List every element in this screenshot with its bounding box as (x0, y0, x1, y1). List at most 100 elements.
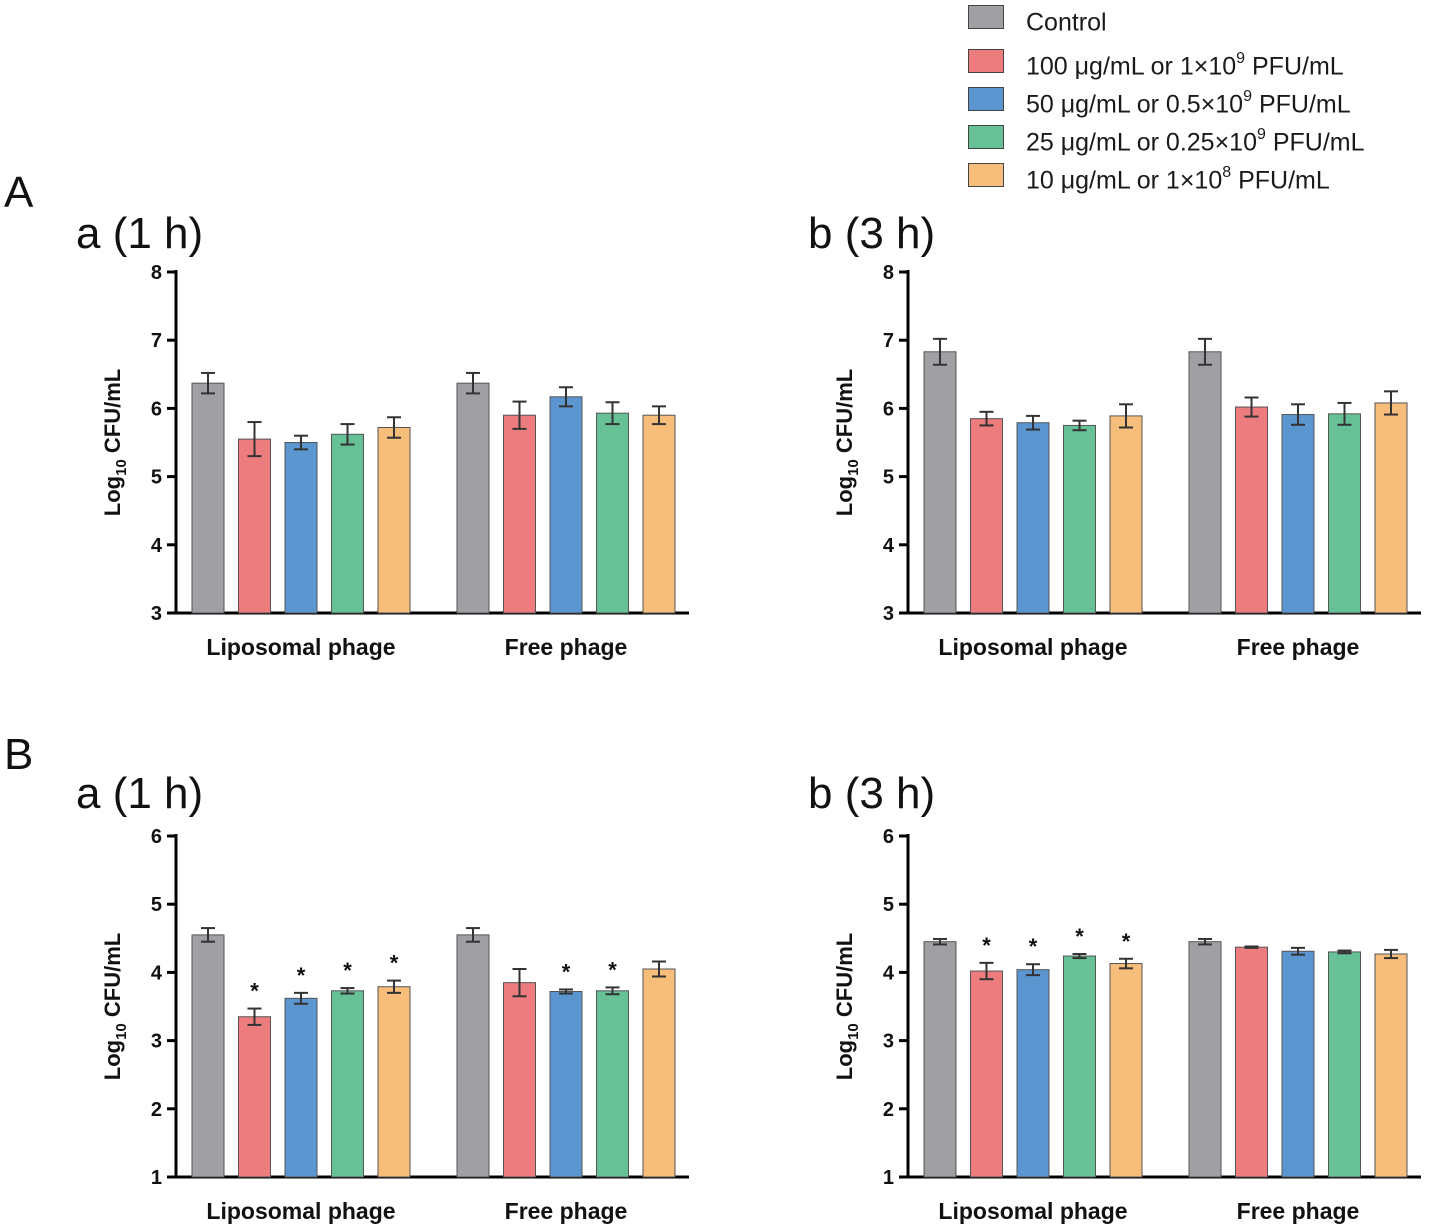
x-category-label: Liposomal phage (206, 1198, 395, 1224)
significance-marker: * (1029, 934, 1038, 959)
bar-free-phage-s2 (1281, 414, 1315, 614)
bar-free-phage-s1 (503, 982, 536, 1178)
y-tick-label: 5 (151, 467, 162, 489)
y-tick-label: 8 (883, 262, 894, 284)
y-tick-label: 4 (151, 962, 163, 984)
bar-liposomal-phage-s1 (238, 438, 271, 614)
y-tick-label: 3 (883, 603, 894, 625)
significance-marker: * (297, 963, 306, 988)
significance-marker: * (562, 959, 571, 984)
bar-free-phage-s2 (549, 990, 583, 1178)
bar-free-phage-s1 (503, 414, 536, 614)
y-tick-label: 6 (883, 826, 894, 848)
x-category-label: Liposomal phage (938, 634, 1127, 660)
bar-liposomal-phage-s4 (1109, 415, 1143, 614)
legend-label: 10 μg/mL or 1×108 PFU/mL (1026, 164, 1330, 195)
y-tick-label: 7 (151, 330, 162, 352)
y-tick-label: 3 (151, 1031, 162, 1053)
significance-marker: * (608, 957, 617, 982)
bar-free-phage-s4 (642, 414, 676, 614)
y-tick-label: 3 (151, 603, 162, 625)
y-tick-label: 2 (151, 1099, 162, 1121)
chart-panel-b-a: a (1 h) Log10 CFU/mL 1 2 3 4 5 6 * * * * Liposomal p… (76, 769, 689, 1224)
bar-free-phage-s1 (1235, 406, 1268, 614)
y-tick-label: 2 (883, 1099, 894, 1121)
legend-label: 50 μg/mL or 0.5×109 PFU/mL (1026, 88, 1351, 119)
bar-liposomal-phage-s0 (923, 351, 957, 614)
significance-marker: * (250, 979, 259, 1004)
bar-free-phage-s3 (596, 990, 629, 1178)
bar-liposomal-phage-s1 (970, 418, 1003, 614)
bar-liposomal-phage-s2 (1016, 969, 1050, 1178)
chart-title: b (3 h) (808, 209, 935, 258)
legend-swatch (968, 87, 1004, 111)
bar-liposomal-phage-s0 (923, 941, 957, 1178)
significance-marker: * (390, 951, 399, 976)
bar-free-phage-s3 (1328, 951, 1361, 1178)
legend-swatch (968, 125, 1004, 149)
significance-marker: * (1122, 929, 1131, 954)
bar-free-phage-s0 (456, 382, 490, 614)
y-tick-label: 3 (883, 1031, 894, 1053)
y-tick-label: 6 (883, 398, 894, 420)
bar-free-phage-s4 (642, 968, 676, 1178)
legend-label: Control (1026, 8, 1107, 37)
bar-liposomal-phage-s3 (1063, 955, 1096, 1178)
chart-title: b (3 h) (808, 769, 935, 818)
chart-panel-a-b: b (3 h) Log10 CFU/mL 3 4 5 6 7 8 Liposomal phage… (808, 209, 1421, 660)
y-axis-label: Log10 CFU/mL (832, 369, 862, 516)
bar-liposomal-phage-s1 (970, 970, 1003, 1178)
x-category-label: Free phage (1237, 634, 1360, 660)
bar-liposomal-phage-s2 (284, 442, 318, 614)
y-tick-label: 8 (151, 262, 162, 284)
legend-swatch (968, 5, 1004, 29)
x-category-label: Liposomal phage (938, 1198, 1127, 1224)
chart-panel-b-b: b (3 h) Log10 CFU/mL 1 2 3 4 5 6 * * * * Liposomal p… (808, 769, 1421, 1224)
x-category-label: Free phage (1237, 1198, 1360, 1224)
y-tick-label: 6 (151, 826, 162, 848)
bar-free-phage-s3 (596, 412, 629, 614)
bar-liposomal-phage-s2 (1016, 422, 1050, 614)
bar-liposomal-phage-s3 (331, 990, 364, 1178)
y-axis-label: Log10 CFU/mL (832, 933, 862, 1080)
x-category-label: Free phage (505, 1198, 628, 1224)
chart-title: a (1 h) (76, 769, 203, 818)
bar-liposomal-phage-s4 (377, 426, 411, 614)
bar-free-phage-s4 (1374, 953, 1408, 1178)
x-category-label: Free phage (505, 634, 628, 660)
panel-label-a: A (4, 168, 34, 217)
significance-marker: * (982, 933, 991, 958)
significance-marker: * (1075, 924, 1084, 949)
y-tick-label: 4 (883, 535, 895, 557)
legend-label: 100 μg/mL or 1×109 PFU/mL (1026, 50, 1344, 81)
y-tick-label: 4 (151, 535, 163, 557)
y-tick-label: 6 (151, 398, 162, 420)
panel-label-b: B (4, 730, 34, 779)
y-tick-label: 5 (883, 894, 894, 916)
bar-liposomal-phage-s3 (331, 433, 364, 614)
legend-swatch (968, 163, 1004, 187)
y-tick-label: 4 (883, 962, 895, 984)
y-axis-label: Log10 CFU/mL (100, 369, 130, 516)
y-tick-label: 5 (883, 467, 894, 489)
y-tick-label: 1 (151, 1167, 162, 1189)
bar-liposomal-phage-s0 (191, 934, 225, 1178)
bar-free-phage-s3 (1328, 413, 1361, 614)
bar-liposomal-phage-s4 (1109, 963, 1143, 1178)
bar-liposomal-phage-s1 (238, 1016, 271, 1178)
x-category-label: Liposomal phage (206, 634, 395, 660)
bar-liposomal-phage-s2 (284, 997, 318, 1178)
bar-free-phage-s1 (1235, 946, 1268, 1178)
bar-liposomal-phage-s4 (377, 986, 411, 1178)
bar-liposomal-phage-s0 (191, 382, 225, 614)
bar-free-phage-s0 (456, 934, 490, 1178)
y-tick-label: 5 (151, 894, 162, 916)
bar-free-phage-s2 (549, 396, 583, 614)
y-axis-label: Log10 CFU/mL (100, 933, 130, 1080)
bar-free-phage-s4 (1374, 402, 1408, 614)
legend-swatch (968, 49, 1004, 73)
y-tick-label: 1 (883, 1167, 894, 1189)
bar-free-phage-s0 (1188, 351, 1222, 614)
significance-marker: * (343, 958, 352, 983)
